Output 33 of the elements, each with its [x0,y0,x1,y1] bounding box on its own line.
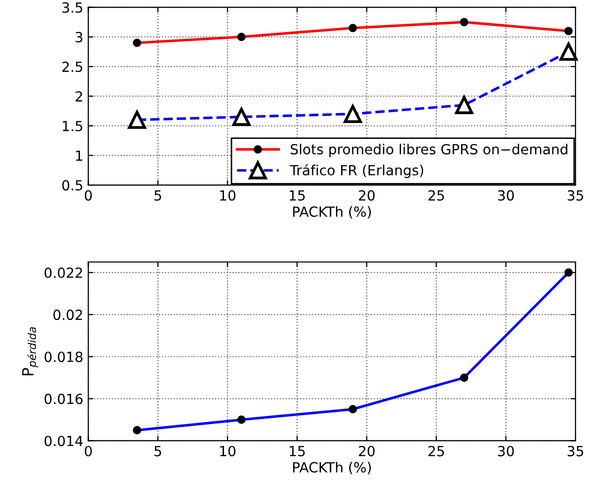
y-tick-label: 1.5 [62,120,82,132]
y-axis-title: P$_{pérdida}$ [22,327,38,376]
x-tick-label: 5 [154,446,162,456]
y-tick-label: 0.02 [53,310,82,320]
y-tick-label: 3 [76,32,82,42]
x-tick-label: 15 [290,190,305,201]
y-tick-label: 1 [76,150,82,161]
x-tick-label: 10 [220,446,236,456]
x-tick-label: 0 [84,446,92,456]
x-tick-label: 30 [498,190,514,201]
x-tick-label: 35 [568,446,584,456]
y-tick-label: 0.014 [44,436,83,446]
x-tick-label: 10 [220,190,236,201]
y-tick-label: 0.016 [44,394,83,404]
y-tick-label: 3.5 [62,2,82,13]
y-tick-label: 2.5 [62,62,82,72]
legend-label: Slots promedio libres GPRS on−demand [290,144,568,158]
x-tick-label: 20 [358,190,375,201]
y-tick-label: 2 [76,91,82,102]
x-tick-label: 5 [154,190,162,201]
x-tick-label: 25 [428,190,444,201]
y-tick-label: 0.022 [44,267,82,278]
legend-label: Tráfico FR (Erlangs) [290,164,424,178]
y-tick-label: 0.5 [62,180,82,191]
x-tick-label: 0 [84,190,92,201]
x-axis-title: PACKTh (%) [293,462,371,474]
x-tick-label: 15 [290,446,305,456]
y-tick-label: 0.018 [44,352,82,362]
x-tick-label: 30 [498,446,514,456]
x-axis-title: PACKTh (%) [293,206,371,219]
x-tick-label: 35 [568,190,584,201]
x-tick-label: 25 [428,446,444,456]
x-tick-label: 20 [358,446,375,456]
